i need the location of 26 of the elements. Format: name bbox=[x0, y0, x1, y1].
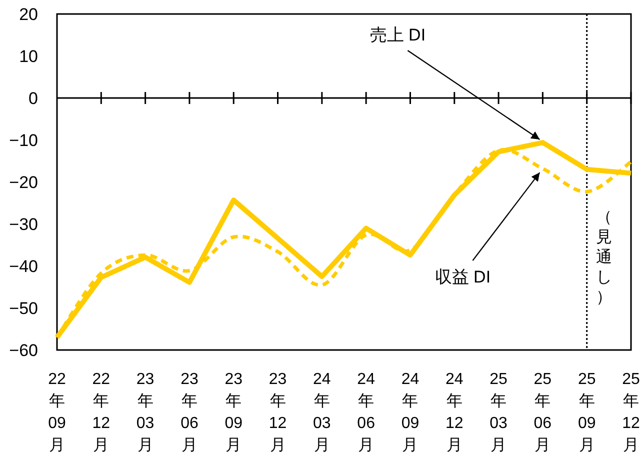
ref-line-label: （見通し） bbox=[596, 209, 612, 306]
annotation: 売上 DI bbox=[370, 26, 426, 45]
x-tick-label: 23年12月 bbox=[268, 371, 287, 454]
x-tick-label: 22年09月 bbox=[48, 371, 66, 454]
y-tick-label: −30 bbox=[9, 215, 38, 234]
x-tick-label: 22年12月 bbox=[92, 371, 110, 454]
y-tick-label: −40 bbox=[9, 257, 38, 276]
y-tick-label: 0 bbox=[28, 89, 38, 108]
y-tick-label: −60 bbox=[9, 341, 38, 360]
annotation: 収益 DI bbox=[434, 268, 491, 287]
x-tick-label: 25年03月 bbox=[490, 371, 508, 454]
y-tick-label: −20 bbox=[9, 173, 38, 192]
x-tick-label: 25年06月 bbox=[534, 371, 552, 454]
x-tick-label: 25年09月 bbox=[578, 371, 596, 454]
y-tick-label: 20 bbox=[19, 5, 38, 24]
x-tick-label: 23年09月 bbox=[224, 371, 243, 454]
y-tick-label: −50 bbox=[9, 299, 38, 318]
x-tick-label: 23年06月 bbox=[180, 371, 198, 454]
x-tick-label: 24年06月 bbox=[357, 371, 376, 454]
y-tick-label: 10 bbox=[19, 47, 38, 66]
x-tick-label: 24年12月 bbox=[445, 371, 464, 454]
x-tick-label: 23年03月 bbox=[136, 371, 154, 454]
x-tick-label: 25年12月 bbox=[622, 371, 640, 454]
x-tick-label: 24年09月 bbox=[401, 371, 420, 454]
x-tick-label: 24年03月 bbox=[313, 371, 331, 454]
y-tick-label: −10 bbox=[9, 131, 38, 150]
